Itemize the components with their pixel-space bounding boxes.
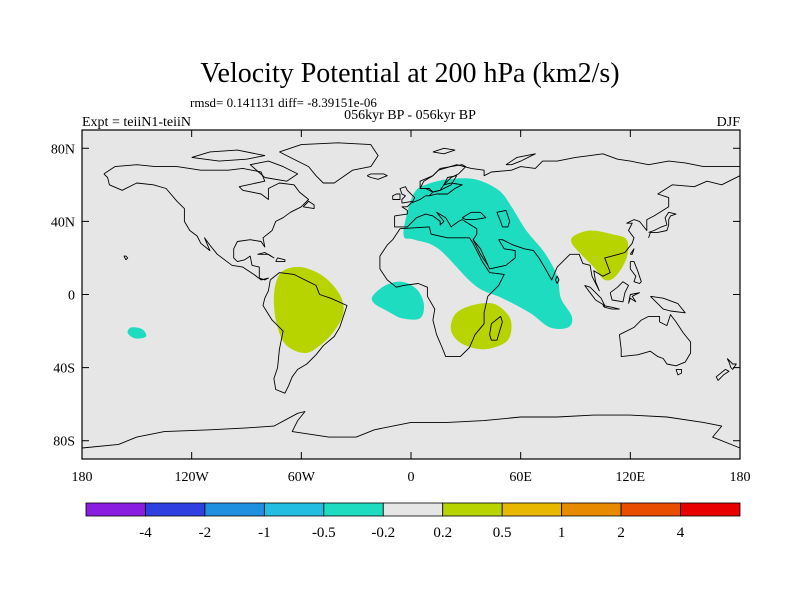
expt-label: Expt = teiiN1-teiiN (82, 115, 191, 130)
colorbar-label: 1 (558, 525, 566, 541)
contour-region-southeast-asia (571, 230, 629, 281)
colorbar-label: 4 (677, 525, 685, 541)
coastline-sri-lanka (554, 275, 560, 284)
season-label: DJF (717, 115, 741, 130)
coastline-arctic-islands (191, 149, 266, 162)
colorbar-box (620, 502, 681, 517)
coastline-borneo (609, 281, 629, 303)
x-tick-label: 180 (730, 470, 751, 485)
contour-region-south-america (273, 266, 344, 353)
x-tick-label: 60E (509, 470, 532, 485)
coastline-great-britain (399, 186, 416, 204)
colorbar: -4 -2 -1 -0.5 -0.2 0.2 0.5 1 2 4 (85, 502, 741, 541)
coastline-iceland (366, 173, 388, 180)
colorbar-label: -0.2 (371, 525, 395, 541)
stats-label: rmsd= 0.141131 diff= -8.39151e-06 (190, 95, 377, 110)
y-tick-label: 40S (53, 362, 75, 377)
x-tick-label: 120E (616, 470, 646, 485)
colorbar-box (323, 502, 384, 517)
coastline-black-sea (461, 211, 487, 221)
x-tick-label: 120W (175, 470, 210, 485)
map-axes: 180 120W 60W 0 60E 120E 180 80N 40N 0 40S 80S (51, 130, 751, 485)
coastline-greenland (279, 142, 379, 184)
coastline-taiwan (629, 248, 635, 255)
coastline-baltic (429, 175, 463, 197)
coastline-tasmania (675, 368, 682, 376)
colorbar-box (145, 502, 206, 517)
colorbar-label: -0.5 (312, 525, 336, 541)
coastline-north-america (103, 164, 310, 281)
chart-title: Velocity Potential at 200 hPa (km2/s) (200, 58, 619, 89)
colorbar-label: -2 (199, 525, 212, 541)
coastline-south-america (262, 272, 348, 394)
colorbar-box (680, 502, 741, 517)
coastline-madagascar (489, 315, 503, 341)
colorbar-box (204, 502, 265, 517)
coastline-new-zealand-south (715, 369, 730, 381)
coastline-antarctica (81, 411, 741, 449)
y-tick-label: 0 (68, 289, 75, 304)
coastline-africa (379, 226, 505, 358)
y-tick-label: 80N (51, 142, 75, 157)
colorbar-label: 0.2 (433, 525, 452, 541)
coastline-eurasia (394, 153, 741, 292)
x-tick-label: 60W (288, 470, 316, 485)
contour-region-south-pacific (127, 327, 147, 339)
colorbar-label: -1 (258, 525, 271, 541)
coastline-novaya-zemlya (505, 153, 536, 166)
colorbar-box (442, 502, 503, 517)
x-tick-label: 0 (408, 470, 415, 485)
coastline-hispaniola (275, 257, 286, 263)
coastline-java (602, 305, 620, 310)
coastline-ireland (392, 193, 401, 200)
coastline-new-guinea (650, 295, 686, 314)
period-label: 056kyr BP - 056kyr BP (344, 108, 476, 123)
colorbar-box (501, 502, 563, 517)
colorbar-label: 2 (617, 525, 625, 541)
colorbar-label: -4 (139, 525, 152, 541)
coastline-sulawesi (628, 292, 640, 304)
coastline-japan (648, 211, 677, 238)
contour-region-tropical-atlantic (371, 281, 425, 320)
coastline-cuba (257, 252, 275, 259)
x-tick-label: 180 (72, 470, 93, 485)
y-tick-label: 80S (53, 435, 75, 450)
map (81, 129, 741, 460)
coastline-svalbard (432, 147, 456, 155)
coastline-arabia-inner-coast (472, 239, 489, 266)
contour-region-europe-north-africa-middle-east (403, 178, 573, 329)
colorbar-label: 0.5 (493, 525, 512, 541)
contour-region-southern-africa (450, 302, 512, 350)
coastline-scandinavia (419, 164, 467, 193)
coastline-hawaii (123, 255, 129, 261)
coastline-newfoundland (302, 200, 315, 210)
y-tick-label: 40N (51, 215, 75, 230)
coastline-caspian-sea (496, 209, 511, 228)
coastline-philippines (629, 261, 642, 284)
coastline-australia (618, 314, 692, 367)
coastline-new-zealand-north (726, 358, 737, 370)
colorbar-box (263, 502, 325, 517)
coastline-baffin-island (249, 160, 299, 182)
colorbar-box (85, 502, 146, 517)
colorbar-box (382, 502, 444, 517)
colorbar-box (561, 502, 622, 517)
